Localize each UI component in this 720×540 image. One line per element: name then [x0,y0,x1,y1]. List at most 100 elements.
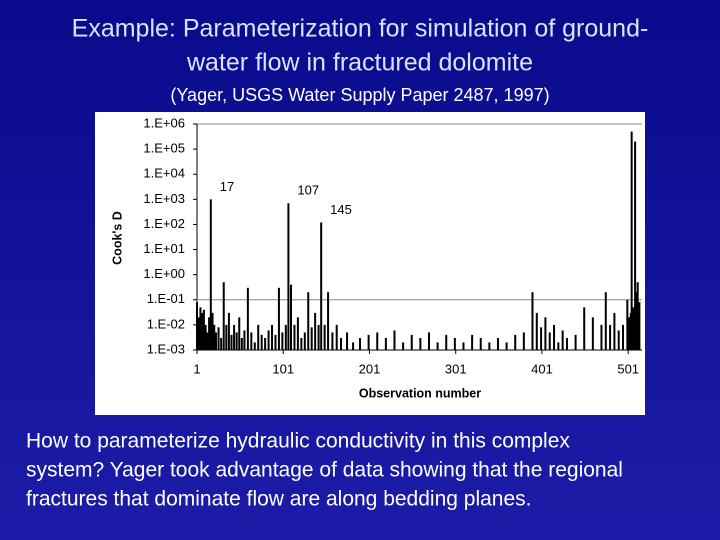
bar [201,312,204,350]
body-line: How to parameterize hydraulic conductivi… [26,430,570,453]
bar [488,342,491,350]
bar [522,332,525,350]
bar [209,199,212,350]
bar [514,334,517,350]
y-tick-label: 1.E+00 [143,266,185,281]
bar [626,299,629,350]
bar [284,324,287,350]
bar [604,292,607,350]
bar [314,312,317,350]
bar [557,342,560,350]
y-tick-label: 1.E+02 [143,216,185,231]
bar [384,338,387,350]
annotation: 107 [297,183,319,198]
bar [267,330,270,350]
bar [453,338,456,350]
bar [238,317,241,350]
bar [574,334,577,350]
bar [331,332,334,350]
bar [199,307,202,350]
bar [553,324,556,350]
bar [352,342,355,350]
bar [628,317,631,350]
bar [565,338,568,350]
bar [505,342,508,350]
bar [208,317,211,350]
x-tick-label: 201 [359,361,381,376]
x-axis-label: Observation number [359,386,481,400]
y-tick-label: 1.E+06 [143,115,185,130]
bar [264,338,267,350]
bar [548,332,551,350]
subtitle: (Yager, USGS Water Supply Paper 2487, 19… [170,85,549,105]
bar [227,312,230,350]
bar [310,327,313,350]
bar [233,324,236,350]
bar [393,330,396,350]
bar [436,342,439,350]
bar [622,324,625,350]
y-tick-label: 1.E-02 [147,316,185,331]
bar [287,203,290,350]
y-tick-label: 1.E+03 [143,191,185,206]
bar [531,292,534,350]
bar [320,222,323,350]
bar [307,292,310,350]
bar [410,334,413,350]
bar [296,317,299,350]
annotation: 145 [330,202,352,217]
bar [260,334,263,350]
bar [634,292,637,350]
bar [340,338,343,350]
bar [636,282,639,350]
bar [204,324,207,350]
bar [240,338,243,350]
bar [600,324,603,350]
bar [613,312,616,350]
bar [583,307,586,350]
y-tick-label: 1.E-01 [147,291,185,306]
y-axis-label: Cook's D [110,211,124,265]
bar [561,330,564,350]
bar [290,284,293,350]
bar [402,342,405,350]
bar [281,332,284,350]
bar [638,302,641,350]
bar [445,334,448,350]
bar [303,332,306,350]
bar [617,330,620,350]
y-tick-label: 1.E-03 [147,341,185,356]
bar [274,334,277,350]
bar [235,332,238,350]
x-tick-label: 301 [445,361,467,376]
bar [222,282,225,350]
bar [479,338,482,350]
y-tick-label: 1.E+01 [143,241,185,256]
x-tick-label: 1 [193,361,200,376]
bar [300,338,303,350]
bar [367,334,370,350]
bar [206,332,209,350]
bar [327,292,330,350]
x-tick-label: 101 [272,361,294,376]
bar [217,327,220,350]
body-line: fractures that dominate flow are along b… [26,488,532,511]
bar [335,324,338,350]
annotation: 17 [220,179,234,194]
bar [213,324,216,350]
bar [253,342,256,350]
bar [540,327,543,350]
bar [214,332,217,350]
bar [317,324,320,350]
title-line: Example: Parameterization for simulation… [72,15,649,43]
bar [630,131,633,350]
bar [609,324,612,350]
bar [271,324,274,350]
x-tick-label: 401 [531,361,553,376]
bar [591,317,594,350]
bar [230,334,233,350]
y-tick-label: 1.E+05 [143,141,185,156]
bar [462,342,465,350]
bar [257,324,260,350]
bar [419,338,422,350]
